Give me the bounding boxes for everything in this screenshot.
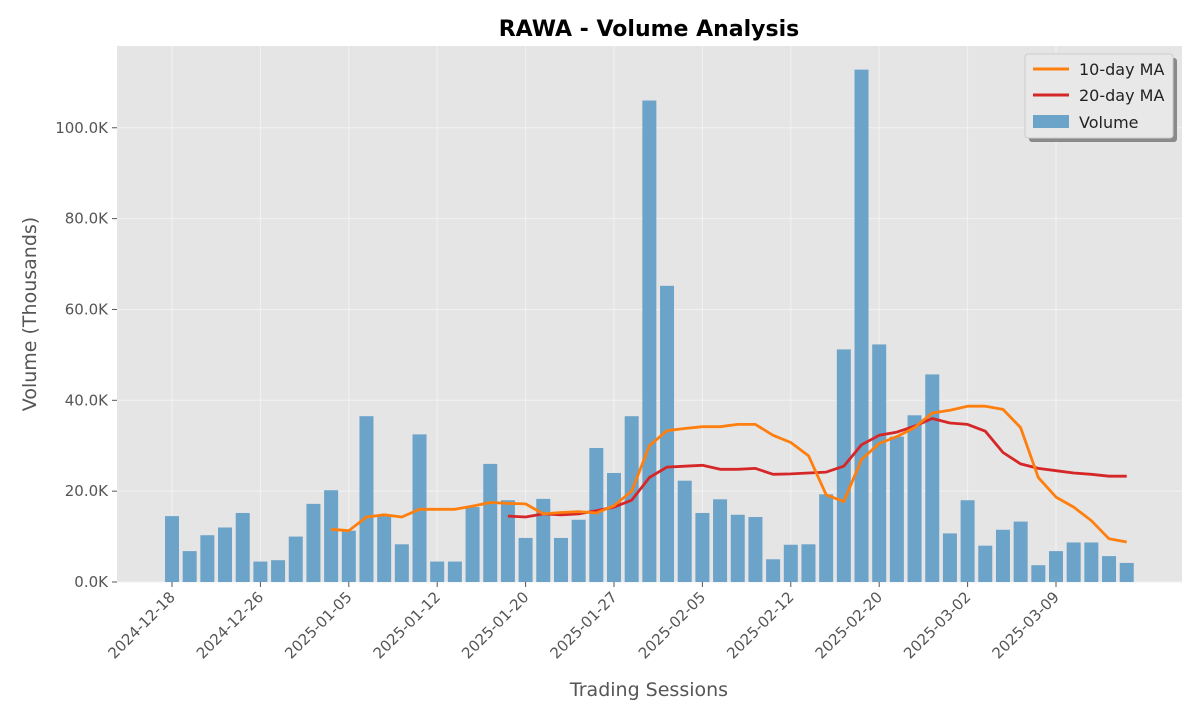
x-tick-label: 2025-02-05: [635, 588, 709, 662]
volume-bar: [942, 533, 957, 582]
y-axis-ticks: 0.0K 20.0K 40.0K 60.0K 80.0K 100.0K: [55, 119, 117, 591]
volume-bar: [589, 448, 604, 582]
volume-bar: [1049, 551, 1063, 582]
volume-bar: [801, 544, 816, 582]
volume-bar: [978, 545, 993, 582]
volume-bar: [288, 536, 303, 582]
volume-bar: [1031, 565, 1046, 582]
x-tick-label: 2025-01-05: [281, 588, 355, 662]
legend-label-ma10: 10-day MA: [1079, 60, 1164, 79]
y-tick-label: 100.0K: [55, 119, 109, 137]
volume-bar: [995, 529, 1010, 582]
volume-bar: [182, 551, 197, 582]
volume-bar: [430, 561, 445, 582]
volume-bar: [1119, 562, 1134, 582]
y-tick-label: 40.0K: [65, 391, 109, 409]
x-tick-label: 2024-12-18: [104, 588, 178, 662]
x-axis-ticks: 2024-12-18 2024-12-26 2025-01-05 2025-01-12…: [104, 582, 1063, 662]
y-tick-label: 80.0K: [65, 210, 109, 228]
volume-bar: [324, 490, 339, 582]
y-tick-label: 60.0K: [65, 300, 109, 318]
volume-bar: [447, 561, 462, 582]
volume-bar: [1013, 521, 1028, 582]
volume-bar: [766, 559, 781, 582]
volume-bar: [660, 285, 675, 582]
volume-bar: [854, 69, 869, 582]
volume-bar: [341, 530, 356, 582]
x-tick-label: 2024-12-26: [193, 588, 267, 662]
y-tick-label: 20.0K: [65, 482, 109, 500]
x-tick-label: 2025-03-09: [988, 588, 1062, 662]
legend: 10-day MA 20-day MA Volume: [1024, 53, 1177, 142]
legend-label-volume: Volume: [1079, 113, 1139, 132]
volume-bar: [218, 527, 233, 582]
x-tick-label: 2025-03-02: [900, 588, 974, 662]
volume-bar: [889, 436, 904, 582]
volume-bar: [359, 416, 374, 582]
volume-bar: [783, 544, 798, 582]
volume-bar: [394, 544, 409, 582]
volume-bar: [607, 472, 621, 582]
volume-bar: [819, 494, 834, 582]
x-tick-label: 2025-01-12: [370, 588, 444, 662]
moving-average-lines: [330, 404, 1127, 544]
chart-title: RAWA - Volume Analysis: [499, 17, 800, 42]
x-axis-title: Trading Sessions: [569, 679, 728, 701]
volume-bar: [377, 516, 392, 582]
volume-bar: [907, 415, 922, 582]
volume-bar: [235, 512, 250, 582]
volume-bar: [500, 500, 515, 582]
volume-bar: [465, 507, 480, 582]
volume-bar: [960, 500, 975, 582]
volume-bar: [483, 463, 498, 582]
ma10-line: [330, 404, 1127, 544]
legend-swatch-volume: [1033, 115, 1069, 128]
volume-bar: [571, 519, 586, 582]
x-tick-label: 2025-01-20: [458, 588, 532, 662]
volume-bar: [165, 516, 179, 582]
volume-bar: [253, 561, 268, 582]
volume-bar: [748, 517, 763, 582]
volume-bar: [872, 344, 887, 582]
volume-bar: [677, 480, 692, 582]
volume-bar: [1084, 542, 1099, 582]
x-tick-label: 2025-01-27: [546, 588, 620, 662]
volume-bar: [713, 499, 728, 582]
y-axis-title: Volume (Thousands): [19, 217, 41, 411]
volume-bar: [1102, 556, 1117, 582]
volume-bar: [200, 535, 215, 582]
volume-bar: [730, 514, 745, 582]
y-tick-label: 0.0K: [74, 573, 109, 591]
volume-bar: [553, 537, 568, 582]
volume-bar: [642, 100, 657, 582]
volume-bar: [518, 537, 533, 582]
volume-bar: [536, 498, 551, 582]
volume-bar: [271, 560, 286, 582]
volume-bar: [695, 512, 710, 582]
x-tick-label: 2025-02-20: [812, 588, 886, 662]
x-tick-label: 2025-02-12: [723, 588, 797, 662]
volume-bar: [306, 503, 321, 582]
volume-bar: [925, 374, 940, 582]
legend-label-ma20: 20-day MA: [1079, 86, 1164, 105]
volume-bar: [1066, 542, 1081, 582]
